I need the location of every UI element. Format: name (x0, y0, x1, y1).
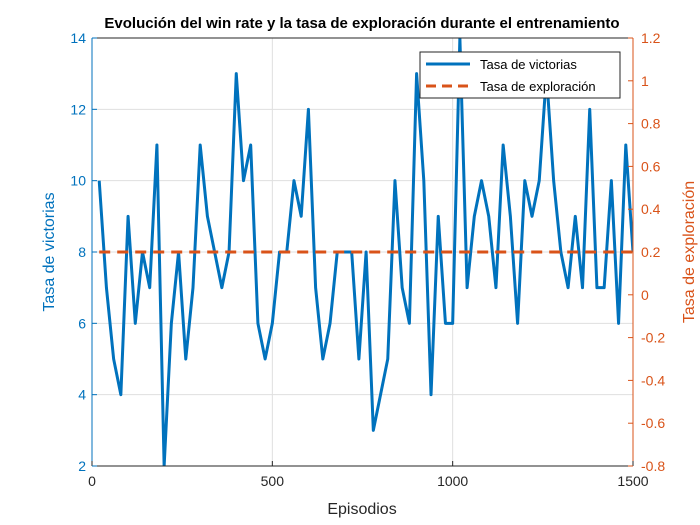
y-right-tick-label: 1 (641, 73, 649, 89)
y-left-tick-label: 2 (78, 458, 86, 474)
legend-box (419, 51, 621, 99)
y-right-tick-label: 0.6 (641, 158, 661, 174)
x-tick-group: 0 500 1000 1500 (88, 461, 649, 489)
y-left-tick-label: 4 (78, 387, 86, 403)
y-left-tick-label: 12 (70, 101, 86, 117)
y-left-tick-label: 8 (78, 244, 86, 260)
y-left-axis-label: Tasa de victorias (41, 192, 58, 311)
legend-label-explore: Tasa de exploración (480, 79, 596, 94)
y-right-tick-label: 0.4 (641, 201, 661, 217)
legend: Tasa de victorias Tasa de exploración (419, 51, 621, 99)
x-tick-label: 0 (88, 473, 96, 489)
y-left-tick-group: 2 4 6 8 10 12 14 (70, 30, 97, 474)
series-layer (97, 38, 633, 466)
y-right-tick-group: -0.8 -0.6 -0.4 -0.2 0 0.2 0.4 0.6 0.8 1 1.2 (628, 30, 665, 474)
y-right-tick-label: 0.2 (641, 244, 661, 260)
y-right-tick-label: -0.4 (641, 372, 665, 388)
y-right-tick-label: 1.2 (641, 30, 661, 46)
chart-title: Evolución del win rate y la tasa de expl… (104, 15, 619, 32)
y-right-tick-label: -0.8 (641, 458, 665, 474)
x-tick-label: 500 (261, 473, 285, 489)
y-right-tick-label: 0 (641, 287, 649, 303)
x-tick-label: 1500 (617, 473, 648, 489)
y-right-tick-label: 0.8 (641, 116, 661, 132)
y-left-tick-label: 6 (78, 315, 86, 331)
x-axis-label: Episodios (327, 501, 396, 518)
y-right-tick-label: -0.2 (641, 330, 665, 346)
legend-label-win: Tasa de victorias (480, 57, 577, 72)
series-line-win-rate (97, 38, 633, 466)
x-tick-label: 1000 (437, 473, 468, 489)
y-right-tick-label: -0.6 (641, 415, 665, 431)
y-left-tick-label: 14 (70, 30, 86, 46)
y-right-axis-label: Tasa de exploración (681, 181, 698, 323)
y-left-tick-label: 10 (70, 173, 86, 189)
